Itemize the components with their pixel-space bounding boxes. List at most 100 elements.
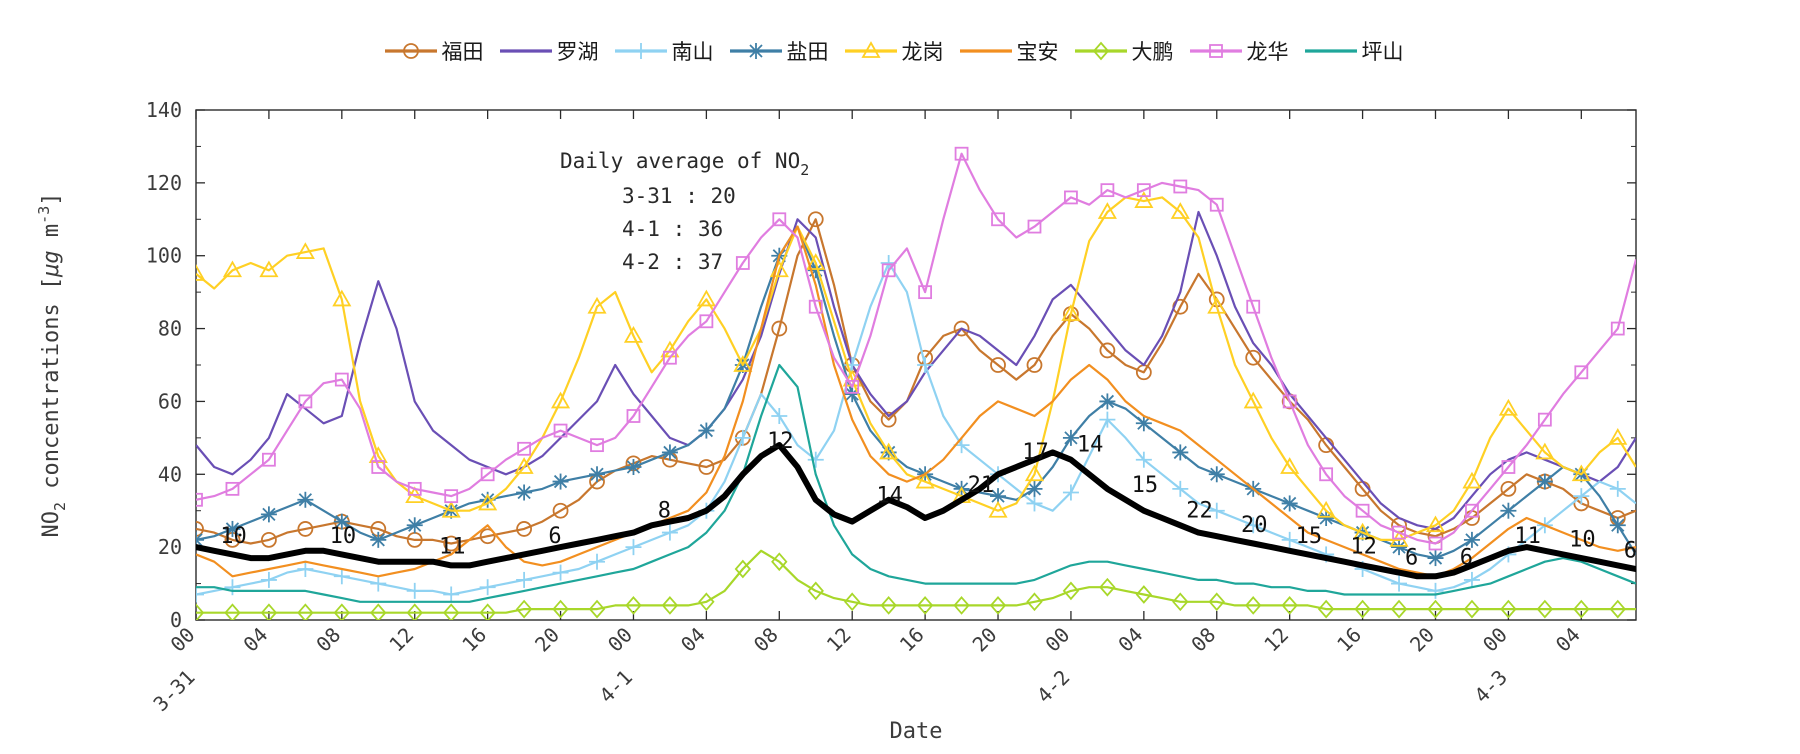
x-tick-label-group: 004-3 xyxy=(1469,623,1512,708)
series-marker-square xyxy=(845,379,860,394)
series-marker-diamond xyxy=(515,599,533,619)
series-marker-square xyxy=(808,299,823,314)
series-marker-square xyxy=(699,314,714,329)
series-marker-asterisk xyxy=(516,484,533,501)
average-point-label: 17 xyxy=(1022,440,1049,465)
series-marker-plus xyxy=(552,564,569,581)
x-tick-label-group: 16 xyxy=(457,623,491,657)
series-marker-square xyxy=(1173,179,1188,194)
series-marker-diamond xyxy=(1536,599,1554,619)
series-marker-plus xyxy=(734,429,751,446)
series-marker-square xyxy=(1209,197,1224,212)
series-marker-triangle xyxy=(696,289,716,307)
series-marker-square xyxy=(1501,460,1516,474)
series-marker-circle xyxy=(880,411,897,428)
average-point-label: 21 xyxy=(968,473,995,498)
x-tick-label-group: 20 xyxy=(1405,623,1439,657)
y-axis-title-text: NO2 concentrations [μg m-3] xyxy=(35,192,69,537)
series-marker-square xyxy=(590,438,604,453)
series-marker-asterisk xyxy=(370,531,387,548)
x-tick-label-group: 12 xyxy=(822,623,856,657)
series-marker-asterisk xyxy=(1427,550,1444,567)
x-tick-label: 12 xyxy=(822,623,856,657)
x-tick-label-group: 04 xyxy=(1113,623,1147,657)
average-point-label: 15 xyxy=(1132,473,1159,498)
series-marker-diamond xyxy=(1281,596,1298,615)
y-axis-sub: 2 xyxy=(51,502,69,511)
series-marker-circle xyxy=(1026,357,1043,373)
average-point-label: 11 xyxy=(439,535,466,560)
average-point-label: 12 xyxy=(1350,535,1377,560)
x-tick-label-date: 4-1 xyxy=(594,665,637,708)
series-marker-plus xyxy=(260,571,277,588)
series-marker-circle xyxy=(771,320,788,337)
series-marker-square xyxy=(196,492,203,507)
series-marker-asterisk xyxy=(990,488,1007,505)
series-marker-plus xyxy=(771,408,788,424)
series-marker-triangle xyxy=(733,355,753,372)
series-marker-plus xyxy=(917,357,934,373)
series-marker-asterisk xyxy=(589,466,606,483)
series-marker-triangle xyxy=(879,442,899,460)
series-marker-triangle xyxy=(332,289,352,307)
series-marker-square xyxy=(298,394,313,409)
series-marker-plus xyxy=(1463,571,1480,588)
series-marker-circle xyxy=(953,320,970,337)
series-line xyxy=(196,549,1636,614)
y-tick-label: 100 xyxy=(146,244,182,268)
series-marker-circle xyxy=(698,459,715,475)
x-tick-label: 00 xyxy=(603,623,637,657)
series-marker-diamond xyxy=(224,603,241,620)
series-marker-asterisk xyxy=(552,473,569,490)
series-marker-square xyxy=(1465,503,1479,518)
average-point-label: 14 xyxy=(1077,433,1104,458)
series-marker-triangle xyxy=(806,253,826,270)
series-marker-asterisk xyxy=(1208,466,1225,483)
series-marker-asterisk xyxy=(224,520,241,537)
series-marker-diamond xyxy=(479,603,496,620)
x-tick-label: 04 xyxy=(1551,623,1585,657)
series-marker-circle xyxy=(516,521,533,537)
series-marker-square xyxy=(480,467,495,482)
average-point-label: 15 xyxy=(1296,524,1323,549)
series-marker-square xyxy=(735,256,750,270)
series-marker-circle xyxy=(297,521,314,537)
series-marker-triangle xyxy=(1280,457,1300,474)
series-line xyxy=(196,152,1636,545)
series-marker-diamond xyxy=(1172,592,1189,612)
y-axis-title: NO2 concentrations [μg m-3] xyxy=(35,192,69,537)
series-marker-triangle xyxy=(259,260,279,278)
annotation-line-1: 4-1 : 36 xyxy=(622,217,723,241)
series-marker-triangle xyxy=(915,471,935,489)
x-tick-label-date: 4-2 xyxy=(1032,665,1075,708)
average-point-label: 8 xyxy=(658,498,671,523)
average-point-label: 10 xyxy=(220,524,247,549)
series-marker-plus xyxy=(479,579,496,596)
series-marker-triangle xyxy=(1498,398,1518,416)
series-marker-asterisk xyxy=(260,506,277,523)
series-marker-diamond xyxy=(1427,599,1444,619)
series-marker-triangle xyxy=(222,260,243,278)
series-marker-square xyxy=(553,423,568,438)
average-line xyxy=(196,442,1636,580)
x-tick-label-group: 08 xyxy=(749,623,783,657)
series-marker-square xyxy=(1574,365,1589,380)
y-tick-label: 0 xyxy=(170,608,182,632)
series-6 xyxy=(196,549,1636,620)
series-marker-asterisk xyxy=(1062,429,1079,446)
annotation-title-sub: 2 xyxy=(800,161,809,179)
annotation-title: Daily average of NO2 xyxy=(560,149,809,179)
series-marker-triangle xyxy=(1243,391,1263,409)
y-tick-label: 80 xyxy=(158,317,182,341)
series-marker-plus xyxy=(589,553,606,570)
series-marker-diamond xyxy=(370,603,387,620)
series-marker-plus xyxy=(1099,411,1116,428)
series-marker-square xyxy=(881,263,896,278)
series-marker-diamond xyxy=(552,599,569,619)
average-point-label: 10 xyxy=(1569,527,1596,552)
series-marker-triangle xyxy=(1097,202,1117,219)
series-marker-asterisk xyxy=(1135,415,1152,432)
series-marker-diamond xyxy=(1573,599,1590,619)
series-marker-diamond xyxy=(771,552,788,572)
